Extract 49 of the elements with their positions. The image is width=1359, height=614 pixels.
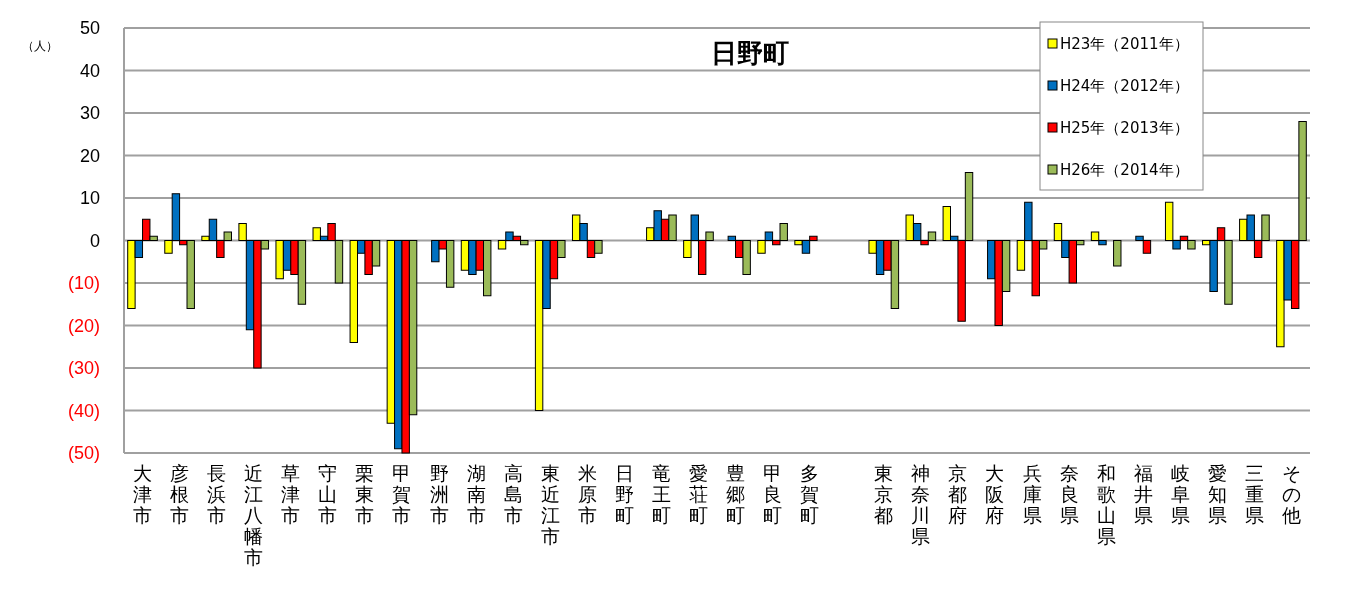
x-tick-label: 栗東市 — [355, 462, 375, 526]
legend-label: H24年（2012年） — [1060, 77, 1189, 96]
x-tick-label: 東近江市 — [540, 462, 560, 547]
x-tick-label: 甲賀市 — [392, 462, 412, 526]
x-tick-label: 大阪府 — [985, 462, 1005, 526]
y-tick-label: 20 — [79, 145, 100, 166]
x-tick-label: 湖南市 — [466, 462, 486, 526]
x-tick-label: 草津市 — [281, 462, 301, 526]
x-tick-label: 長浜市 — [207, 462, 227, 526]
bar — [1113, 240, 1122, 267]
legend-label: H25年（2013年） — [1060, 119, 1189, 138]
x-tick-label: 大津市 — [133, 462, 153, 526]
y-tick-label: 0 — [89, 230, 100, 251]
x-tick-label: 兵庫県 — [1022, 462, 1042, 526]
x-tick-label: 福井県 — [1133, 462, 1153, 526]
x-tick-label: 岐阜県 — [1170, 462, 1190, 526]
x-tick-label: 三重県 — [1244, 462, 1264, 526]
x-tick-label: 東京都 — [874, 462, 894, 526]
x-tick-label: 甲良町 — [763, 462, 783, 526]
y-tick-label: (10) — [67, 273, 100, 294]
y-tick-label: 30 — [79, 103, 100, 124]
x-tick-label: 神奈川県 — [911, 462, 931, 547]
x-tick-label: 豊郷町 — [726, 462, 746, 526]
y-tick-label: (30) — [67, 358, 100, 379]
y-tick-label: 10 — [79, 188, 100, 209]
y-tick-label: (40) — [67, 400, 100, 421]
y-tick-label: (20) — [67, 315, 100, 336]
y-tick-label: 50 — [79, 18, 100, 39]
legend-label: H26年（2014年） — [1060, 161, 1189, 180]
x-tick-label: 彦根市 — [170, 462, 190, 526]
x-tick-label: 近江八幡市 — [244, 462, 264, 568]
y-axis-title: （人） — [22, 39, 58, 53]
legend-label: H23年（2011年） — [1060, 35, 1189, 54]
x-tick-label: その他 — [1281, 462, 1301, 526]
x-tick-label: 和歌山県 — [1096, 462, 1116, 547]
x-tick-label: 愛荘町 — [688, 462, 708, 526]
chart-title: 日野町 — [711, 38, 789, 68]
x-tick-label: 愛知県 — [1207, 462, 1227, 526]
x-tick-label: 竜王町 — [651, 462, 671, 526]
y-tick-label: 40 — [79, 60, 100, 81]
x-tick-label: 日野町 — [614, 462, 634, 526]
x-tick-label: 野洲市 — [429, 462, 449, 526]
x-tick-label: 守山市 — [318, 462, 338, 526]
x-tick-label: 高島市 — [503, 462, 523, 526]
x-tick-label: 奈良県 — [1059, 462, 1079, 526]
y-tick-label: (50) — [67, 443, 100, 464]
x-tick-label: 京都府 — [948, 462, 968, 526]
x-tick-label: 米原市 — [577, 462, 597, 526]
x-tick-label: 多賀町 — [800, 462, 820, 526]
